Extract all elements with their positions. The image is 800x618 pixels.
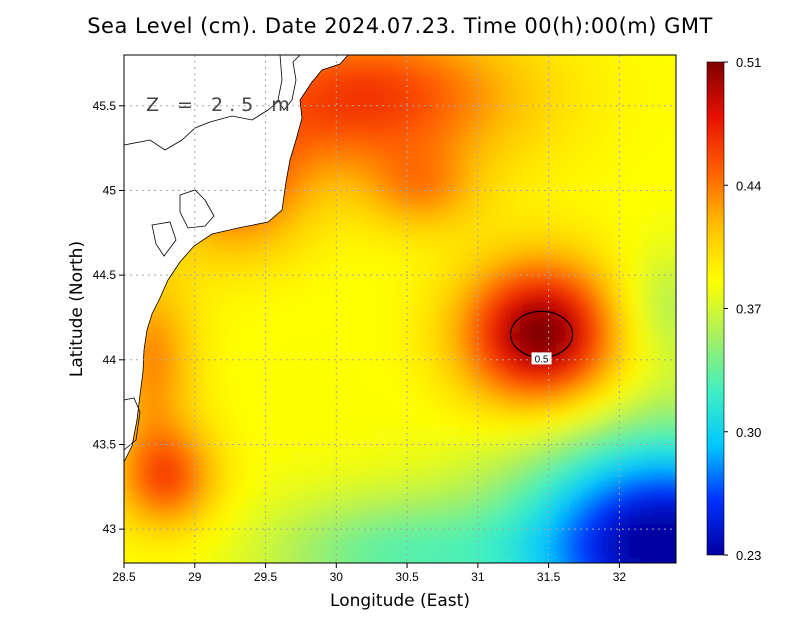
contour-label: 0.5: [535, 354, 549, 365]
land-mask: [124, 55, 349, 463]
lake-outline: [179, 189, 215, 229]
x-tick-label: 29.5: [254, 570, 278, 584]
colorbar-ticks: 0.51 0.44 0.37 0.30 0.23: [724, 55, 761, 563]
y-axis-ticks: 43 43.5 44 44.5 45 45.5: [93, 99, 124, 536]
x-axis-label: Longitude (East): [330, 591, 470, 611]
y-tick-label: 43: [103, 522, 117, 536]
y-tick-label: 45.5: [93, 99, 117, 113]
plot-frame: [123, 54, 677, 564]
y-tick-label: 45: [103, 183, 117, 197]
colorbar-tick-label: 0.23: [736, 548, 761, 563]
x-tick-label: 32: [613, 570, 627, 584]
x-tick-label: 30.5: [395, 570, 419, 584]
x-tick-label: 31: [471, 570, 485, 584]
x-tick-label: 31.5: [537, 570, 561, 584]
y-axis-label: Latitude (North): [67, 241, 87, 377]
contour-group: 0.5: [509, 310, 574, 365]
colorbar-tick-label: 0.30: [736, 425, 761, 440]
chart-title: Sea Level (cm). Date 2024.07.23. Time 00…: [87, 14, 713, 38]
x-tick-label: 30: [330, 570, 344, 584]
x-axis-ticks: 28.5 29 29.5 30 30.5 31 31.5 32: [112, 563, 626, 584]
colorbar-tick-label: 0.37: [736, 302, 761, 317]
grid-lines: [124, 55, 676, 563]
y-tick-label: 43.5: [93, 437, 117, 451]
x-tick-label: 29: [188, 570, 202, 584]
lake-outline: [151, 221, 177, 257]
contour-label-box: [531, 352, 552, 365]
lagoon-outline: [277, 55, 301, 111]
border-line: [124, 99, 281, 151]
coastline-south: [124, 397, 141, 451]
x-tick-label: 28.5: [112, 570, 136, 584]
colorbar: [706, 61, 725, 556]
colorbar-tick-label: 0.51: [736, 55, 761, 70]
colorbar-tick-label: 0.44: [736, 178, 761, 193]
y-tick-label: 44.5: [93, 268, 117, 282]
coastline: [124, 55, 349, 463]
y-tick-label: 44: [103, 353, 117, 367]
depth-annotation: Z = 2.5 m: [146, 94, 296, 116]
